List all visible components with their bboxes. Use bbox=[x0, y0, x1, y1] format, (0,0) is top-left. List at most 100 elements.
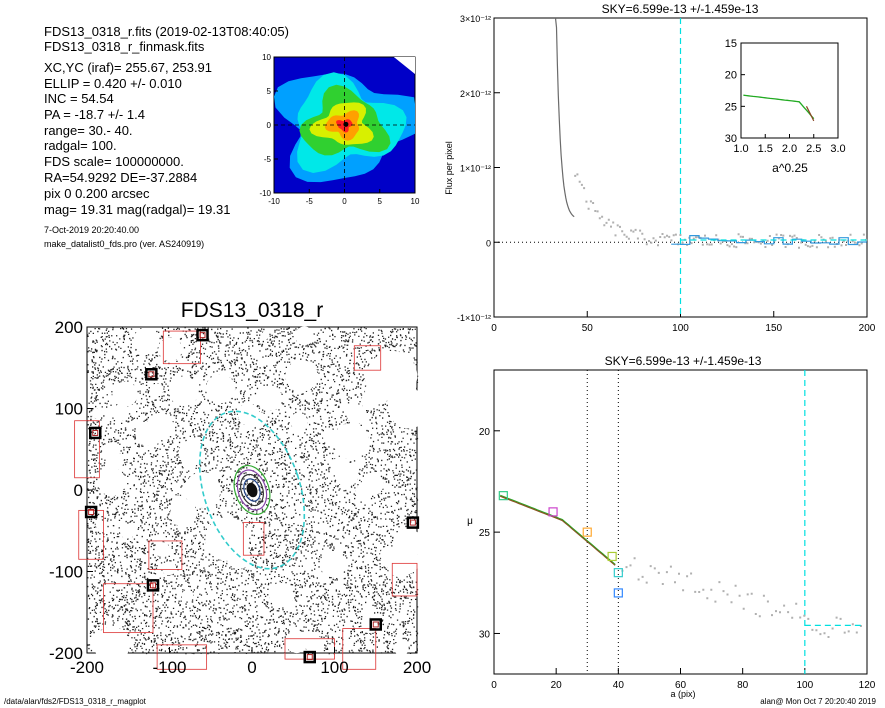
mask-hole bbox=[133, 327, 160, 354]
mask-hole-large bbox=[388, 388, 429, 429]
mu-marker bbox=[613, 588, 623, 598]
mu-ytick-label: 20 bbox=[479, 427, 491, 438]
thumbnail-ytick-label: -5 bbox=[264, 155, 272, 164]
sky-xtick-label: 50 bbox=[582, 323, 594, 334]
mu-profile-data bbox=[498, 370, 862, 674]
sky-ytick-label: 3×10⁻¹² bbox=[460, 14, 491, 24]
mask-hole bbox=[154, 542, 170, 557]
masked-star-box bbox=[369, 618, 382, 631]
mask-ytick-label: -100 bbox=[49, 563, 83, 582]
thumbnail-ytick-label: 10 bbox=[262, 53, 271, 62]
mask-hole bbox=[112, 404, 129, 422]
mask-hole-large bbox=[97, 467, 126, 496]
sky-xtick-label: 200 bbox=[859, 323, 876, 334]
sky-profile-ticks: 0 50 100 150 200-1×10⁻¹²01×10⁻¹²2×10⁻¹²3×10⁻… bbox=[457, 14, 876, 334]
mask-hole-large bbox=[93, 626, 130, 663]
info-line: RA=54.9292 DE=-37.2884 bbox=[44, 170, 197, 185]
mask-image-title: FDS13_0318_r bbox=[181, 299, 323, 322]
sky-inset-data bbox=[743, 94, 815, 122]
mask-ytick-label: 100 bbox=[55, 400, 83, 419]
thumbnail-panel: -10 -5 0 5 10 -10 -5 0 5 10 bbox=[259, 53, 420, 206]
mu-marker bbox=[498, 491, 508, 501]
mask-hole bbox=[334, 463, 359, 487]
mask-hole bbox=[181, 589, 194, 602]
mu-xtick-label: 20 bbox=[551, 680, 563, 691]
sky-ytick-label: 2×10⁻¹² bbox=[460, 89, 491, 99]
sky-xtick-label: 0 bbox=[491, 323, 497, 334]
mask-image-ticks: -200 -100 0 100 200 -200 -100 0 100 200 bbox=[49, 318, 431, 677]
isophote-ellipse bbox=[236, 469, 268, 511]
mask-hole bbox=[285, 630, 309, 654]
mu-fit-line bbox=[499, 495, 616, 566]
mask-hole bbox=[256, 385, 283, 411]
mask-hole bbox=[146, 412, 174, 440]
mask-hole bbox=[290, 412, 308, 431]
sky-step-line bbox=[671, 235, 867, 246]
masked-star-core bbox=[372, 621, 379, 628]
mask-xtick-label: -200 bbox=[70, 658, 104, 677]
mask-xtick-label: 200 bbox=[403, 658, 431, 677]
mask-hole bbox=[268, 582, 294, 608]
sky-inset: 1.0 1.5 2.0 2.5 3.0 15 20 25 30 a^0.25 bbox=[725, 38, 846, 175]
mask-xtick-label: 0 bbox=[247, 658, 256, 677]
info-date: 7-Oct-2019 20:20:40.00 bbox=[44, 225, 139, 235]
sky-profile-panel: SKY=6.599e-13 +/-1.459e-13 Flux per pixe… bbox=[444, 2, 876, 334]
thumbnail-xtick-label: 0 bbox=[342, 197, 347, 206]
mask-hole bbox=[261, 331, 270, 340]
mask-box bbox=[103, 583, 154, 634]
thumbnail-ytick-label: -10 bbox=[259, 189, 271, 198]
mask-hole-large bbox=[285, 359, 318, 392]
mask-hole bbox=[91, 408, 103, 419]
mask-ytick-label: -200 bbox=[49, 644, 83, 663]
mask-hole bbox=[104, 444, 119, 460]
inset-ytick-label: 20 bbox=[725, 70, 737, 82]
mu-marker bbox=[548, 507, 558, 517]
info-line: ELLIP = 0.420 +/- 0.010 bbox=[44, 76, 182, 91]
info-line: mag= 19.31 mag(radgal)= 19.31 bbox=[44, 202, 230, 217]
sky-xtick-label: 150 bbox=[765, 323, 782, 334]
mask-hole bbox=[346, 404, 367, 424]
thumbnail-xtick-label: -10 bbox=[268, 197, 280, 206]
footer-path: /data/alan/fds2/FDS13_0318_r_magplot bbox=[4, 697, 147, 706]
info-line: FDS13_0318_r_finmask.fits bbox=[44, 39, 205, 54]
masked-star-box bbox=[303, 650, 316, 664]
mu-marker bbox=[613, 568, 623, 578]
info-line: FDS13_0318_r.fits (2019-02-13T08:40:05) bbox=[44, 24, 289, 39]
mask-box bbox=[353, 345, 382, 371]
mask-image-panel: FDS13_0318_r -200 -100 0 100 200 -200 -100 0 100… bbox=[49, 299, 431, 677]
masked-star-core bbox=[92, 429, 99, 436]
outer-ellipse bbox=[198, 410, 306, 570]
mask-xtick-label: -100 bbox=[152, 658, 186, 677]
mu-xtick-label: 100 bbox=[796, 680, 813, 691]
masked-star-core bbox=[148, 371, 155, 378]
thumbnail-ticks: -10 -5 0 5 10 -10 -5 0 5 10 bbox=[259, 53, 420, 206]
sky-profile-points bbox=[574, 173, 868, 249]
isophote-ellipse bbox=[240, 473, 264, 507]
masked-star-box bbox=[84, 505, 98, 519]
mask-box bbox=[156, 644, 208, 670]
mu-marker bbox=[582, 527, 592, 537]
mask-box bbox=[148, 540, 183, 570]
info-line: INC = 54.54 bbox=[44, 91, 114, 106]
mu-xtick-label: 80 bbox=[737, 680, 749, 691]
info-line: radgal= 100. bbox=[44, 138, 117, 153]
inset-xtick-label: 2.0 bbox=[782, 143, 797, 155]
masked-star-core bbox=[409, 519, 416, 526]
sky-inset-ticks: 1.0 1.5 2.0 2.5 3.0 15 20 25 30 bbox=[725, 38, 846, 155]
info-line: range= 30.- 40. bbox=[44, 123, 133, 138]
masked-star-box bbox=[196, 328, 209, 342]
mask-image-galaxy bbox=[198, 410, 306, 570]
sky-xtick-label: 100 bbox=[672, 323, 689, 334]
inset-xtick-label: 3.0 bbox=[830, 143, 845, 155]
mask-box bbox=[162, 330, 201, 365]
mu-profile-ticks: 0 20 40 60 80 100 120 20 25 30 bbox=[479, 427, 876, 691]
mask-hole bbox=[166, 561, 176, 572]
info-line: XC,YC (iraf)= 255.67, 253.91 bbox=[44, 60, 212, 75]
inset-xtick-label: 1.0 bbox=[733, 143, 748, 155]
mask-hole-large bbox=[367, 350, 418, 401]
mu-profile-line bbox=[500, 494, 616, 565]
mask-image-stars bbox=[84, 328, 420, 664]
masked-star-core bbox=[88, 509, 95, 516]
mask-box bbox=[342, 628, 377, 670]
